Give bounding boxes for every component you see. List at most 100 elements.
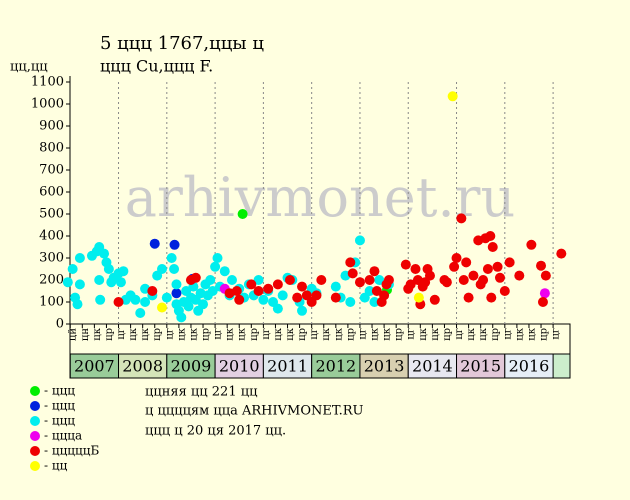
note: ццц ц 20 ця 2017 цц. <box>145 424 286 439</box>
y-tick-label: 900 <box>39 119 64 134</box>
y-tick-label: 100 <box>39 295 64 310</box>
point <box>118 266 129 277</box>
point <box>135 308 146 318</box>
x-tick-label: цк <box>333 327 344 340</box>
point <box>369 266 380 277</box>
point <box>347 268 358 279</box>
point <box>212 253 223 263</box>
x-tick-label: цг <box>357 328 368 340</box>
point <box>539 288 550 299</box>
point <box>413 292 424 303</box>
x-tick-label: цг <box>116 328 127 340</box>
x-tick-label: цк <box>418 327 429 340</box>
point <box>161 292 172 303</box>
point <box>74 253 85 263</box>
point <box>405 279 416 290</box>
point <box>485 231 496 241</box>
point <box>449 261 460 272</box>
x-tick-label: цк <box>466 327 477 340</box>
watermark: arhivmonet.ru <box>125 166 515 229</box>
x-tick-label: цр <box>442 328 453 341</box>
x-tick-label: цг <box>502 328 513 340</box>
year-label: 2012 <box>315 357 356 376</box>
point <box>231 286 242 296</box>
x-tick-label: цг <box>309 328 320 340</box>
point <box>504 257 515 268</box>
x-tick-label: цк <box>370 327 381 340</box>
point <box>482 264 493 274</box>
point <box>492 261 503 272</box>
point <box>526 239 537 250</box>
year-band <box>407 353 458 379</box>
point <box>130 294 141 305</box>
point <box>540 270 551 281</box>
x-tick-label: цр <box>490 328 501 341</box>
x-tick-label: цн <box>80 328 91 341</box>
point <box>99 248 110 259</box>
point <box>147 286 158 296</box>
x-tick-label: цк <box>526 327 537 340</box>
legend-label: - ццца <box>44 429 82 443</box>
point <box>330 292 341 303</box>
point <box>364 286 375 296</box>
x-tick-label: цг <box>213 328 224 340</box>
point <box>166 253 177 263</box>
point <box>311 290 322 301</box>
x-tick-label: цк <box>225 327 236 340</box>
note: ц ццццям цца ARHIVMONET.RU <box>145 404 364 419</box>
point <box>456 213 467 224</box>
point <box>149 238 160 249</box>
x-tick-label: цр <box>539 328 550 341</box>
point <box>369 297 380 307</box>
y-tick-label: 600 <box>39 185 64 200</box>
point <box>219 266 230 277</box>
year-label: 2016 <box>509 357 550 376</box>
point <box>156 302 167 313</box>
point <box>451 253 462 263</box>
point <box>227 275 237 285</box>
x-tick-label: цг <box>406 328 417 340</box>
point <box>330 281 341 292</box>
x-tick-label: цг <box>261 328 272 340</box>
point <box>463 292 474 303</box>
legend-marker <box>30 386 40 396</box>
x-tick-label: цр <box>297 328 308 341</box>
point <box>156 264 167 274</box>
point <box>253 275 264 285</box>
x-tick-label: цк <box>140 327 151 340</box>
y-tick-label: 500 <box>39 207 64 222</box>
point <box>169 264 180 274</box>
point <box>237 209 248 219</box>
x-tick-label: цк <box>382 327 393 340</box>
year-label: 2007 <box>74 357 115 376</box>
year-band <box>262 353 313 379</box>
point <box>171 279 182 290</box>
chart-title: 5 ццц 1767,ццы ц <box>100 33 264 54</box>
point <box>537 297 548 307</box>
point <box>292 292 303 303</box>
x-tick-label: цр <box>345 328 356 341</box>
point <box>297 281 308 292</box>
x-tick-label: цк <box>176 327 187 340</box>
year-band <box>504 353 554 379</box>
year-band <box>214 353 264 379</box>
year-label: 2011 <box>267 357 308 376</box>
point <box>499 286 510 296</box>
x-tick-label: цк <box>285 327 296 340</box>
point <box>556 248 567 259</box>
point <box>374 275 385 285</box>
y-tick-label: 700 <box>39 163 64 178</box>
point <box>67 264 78 274</box>
y-tick-label: 800 <box>39 141 64 156</box>
point <box>246 279 257 290</box>
point <box>94 275 105 285</box>
x-tick-label: цк <box>188 327 199 340</box>
year-band <box>359 353 409 379</box>
legend-label: - ццц <box>44 384 75 398</box>
legend-marker <box>30 416 40 426</box>
point <box>62 277 73 288</box>
year-band <box>118 353 168 379</box>
x-tick-label: цг <box>164 328 175 340</box>
point <box>205 275 216 285</box>
point <box>410 264 421 274</box>
